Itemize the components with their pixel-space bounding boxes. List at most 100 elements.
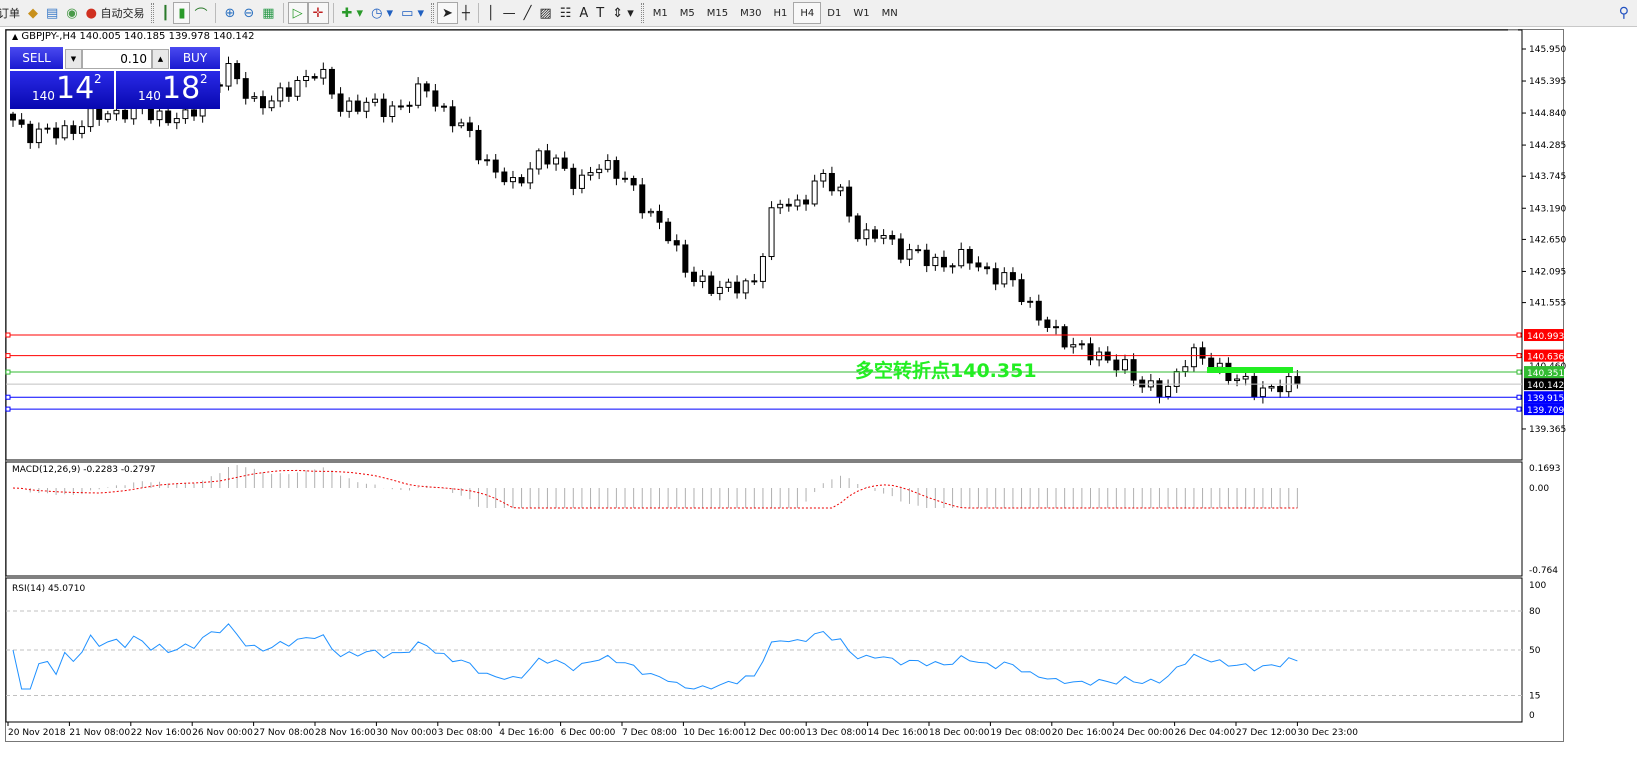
bear-candle bbox=[785, 203, 792, 207]
bull-candle bbox=[277, 87, 284, 102]
bull-candle bbox=[794, 199, 801, 207]
horizontal-line-icon[interactable]: — bbox=[502, 5, 516, 21]
pivot-marker-bar bbox=[1207, 367, 1293, 373]
bear-candle bbox=[1009, 272, 1016, 281]
bear-candle bbox=[613, 160, 620, 179]
text-icon[interactable]: A bbox=[579, 5, 589, 21]
bear-candle bbox=[147, 107, 154, 121]
time-tick-label: 27 Nov 08:00 bbox=[254, 728, 315, 738]
bear-candle bbox=[915, 249, 922, 252]
bull-candle bbox=[1053, 326, 1060, 329]
bull-candle bbox=[35, 128, 42, 144]
line-chart-icon[interactable]: ⌒ bbox=[194, 7, 208, 23]
buy-button[interactable]: BUY bbox=[170, 47, 220, 69]
templates-icon[interactable]: ▭ ▾ bbox=[401, 5, 425, 21]
bear-candle bbox=[423, 83, 430, 92]
bar-chart-icon[interactable]: ┃ bbox=[161, 5, 170, 21]
cursor-icon[interactable]: ➤ bbox=[437, 2, 458, 24]
crosshair-icon[interactable]: ┼ bbox=[461, 5, 470, 21]
auto-trading-button[interactable]: ● 自动交易 bbox=[82, 2, 149, 24]
market-watch-icon[interactable]: ◆ bbox=[28, 5, 38, 21]
sell-button[interactable]: SELL bbox=[10, 47, 63, 69]
level-handle bbox=[1516, 406, 1522, 412]
zoom-in-icon[interactable]: ⊕ bbox=[224, 5, 236, 21]
bull-candle bbox=[1027, 300, 1034, 303]
level-price-badge bbox=[1524, 349, 1564, 362]
bull-candle bbox=[699, 275, 706, 282]
new-order-label: 订单 bbox=[0, 7, 20, 20]
sell-price-pips: 14 bbox=[56, 71, 95, 106]
candlestick-chart-icon[interactable]: ▮ bbox=[173, 2, 191, 24]
toolbar: 订单 ◆ ▤ ◉ ● 自动交易 ┃ ▮ ⌒ ⊕ ⊖ ▦ ▷ ✛ ✚ ▾ ◷ ▾ … bbox=[0, 0, 1637, 27]
periods-icon[interactable]: ◷ ▾ bbox=[371, 5, 394, 21]
level-price-label: 139.709 bbox=[1527, 406, 1564, 416]
bull-candle bbox=[363, 101, 370, 112]
bear-candle bbox=[630, 178, 637, 186]
text-label-icon[interactable]: T bbox=[596, 5, 605, 21]
bull-candle bbox=[553, 157, 560, 165]
bear-candle bbox=[846, 186, 853, 217]
bull-candle bbox=[1234, 378, 1241, 382]
collapse-arrow-icon[interactable]: ▲ bbox=[12, 32, 19, 41]
tile-windows-icon[interactable]: ▦ bbox=[262, 5, 275, 21]
sell-price-fraction: 2 bbox=[94, 72, 102, 86]
buy-price-fraction: 2 bbox=[200, 72, 208, 86]
rsi-tick-label: 0 bbox=[1529, 711, 1535, 721]
bull-candle bbox=[527, 168, 534, 184]
timeframe-m1[interactable]: M1 bbox=[652, 7, 668, 19]
level-handle bbox=[1516, 332, 1522, 338]
zoom-out-icon[interactable]: ⊖ bbox=[243, 5, 255, 21]
bear-candle bbox=[708, 275, 715, 294]
search-icon[interactable]: ⚲ bbox=[1618, 5, 1629, 21]
timeframe-w1[interactable]: W1 bbox=[853, 7, 870, 19]
bear-candle bbox=[234, 63, 241, 80]
bull-candle bbox=[346, 100, 353, 112]
bear-candle bbox=[328, 68, 335, 95]
trendline-icon[interactable]: ╱ bbox=[523, 5, 532, 21]
bear-candle bbox=[501, 171, 508, 183]
bear-candle bbox=[27, 123, 34, 144]
indicators-icon[interactable]: ✚ ▾ bbox=[341, 5, 364, 21]
bull-candle bbox=[44, 127, 51, 130]
arrows-icon[interactable]: ⇕ ▾ bbox=[612, 5, 634, 21]
timeframe-m5[interactable]: M5 bbox=[679, 7, 695, 19]
timeframe-mn[interactable]: MN bbox=[881, 7, 898, 19]
time-tick-label: 4 Dec 16:00 bbox=[499, 728, 554, 738]
lot-increase-button[interactable]: ▲ bbox=[152, 49, 169, 69]
bear-candle bbox=[1156, 380, 1163, 398]
toolbar-grip bbox=[640, 3, 644, 23]
bear-candle bbox=[1208, 357, 1215, 368]
lot-decrease-button[interactable]: ▼ bbox=[65, 49, 82, 69]
equidistant-channel-icon[interactable]: ▨ bbox=[539, 5, 552, 21]
time-tick-label: 14 Dec 16:00 bbox=[868, 728, 929, 738]
rsi-tick-label: 50 bbox=[1529, 646, 1541, 656]
bear-candle bbox=[518, 177, 525, 184]
signal-icon[interactable]: ◉ bbox=[66, 5, 78, 21]
bull-candle bbox=[742, 280, 749, 294]
sell-price[interactable]: 140 14 2 bbox=[10, 71, 114, 109]
lot-size-input[interactable]: 0.10 bbox=[82, 49, 152, 69]
navigator-icon[interactable]: ▤ bbox=[46, 5, 59, 21]
bear-candle bbox=[984, 266, 991, 270]
bull-candle bbox=[1121, 359, 1128, 371]
main-panel bbox=[5, 29, 1523, 461]
fibonacci-icon[interactable]: ☷ bbox=[559, 5, 572, 21]
timeframe-m30[interactable]: M30 bbox=[740, 7, 762, 19]
timeframe-m15[interactable]: M15 bbox=[706, 7, 729, 19]
bear-candle bbox=[966, 248, 973, 264]
bull-candle bbox=[1001, 272, 1008, 285]
bull-candle bbox=[406, 104, 413, 107]
buy-price[interactable]: 140 18 2 bbox=[116, 71, 220, 109]
buy-label: BUY bbox=[182, 51, 208, 65]
time-tick-label: 27 Dec 12:00 bbox=[1236, 728, 1297, 738]
bull-candle bbox=[958, 248, 965, 267]
timeframe-h1[interactable]: H1 bbox=[773, 7, 788, 19]
bull-candle bbox=[863, 229, 870, 240]
new-order-button[interactable]: 订单 bbox=[0, 2, 24, 24]
timeframe-h4[interactable]: H4 bbox=[793, 2, 822, 24]
timeframe-d1[interactable]: D1 bbox=[827, 7, 842, 19]
macd-histogram bbox=[21, 465, 1298, 508]
chart-shift-icon[interactable]: ✛ bbox=[307, 2, 329, 24]
vertical-line-icon[interactable]: │ bbox=[486, 5, 495, 21]
auto-scroll-icon[interactable]: ▷ bbox=[287, 2, 308, 24]
